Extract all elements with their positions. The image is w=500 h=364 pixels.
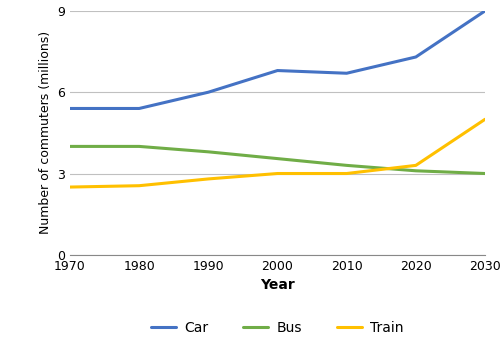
Car	[482, 9, 488, 13]
Car	[274, 68, 280, 73]
Bus	[274, 157, 280, 161]
Car	[413, 55, 419, 59]
Legend: Car, Bus, Train: Car, Bus, Train	[146, 315, 410, 340]
Car	[136, 106, 142, 111]
Train	[136, 183, 142, 188]
Line: Car: Car	[70, 11, 485, 108]
Bus	[413, 169, 419, 173]
Train	[206, 177, 212, 181]
Line: Train: Train	[70, 119, 485, 187]
Train	[413, 163, 419, 167]
Bus	[67, 144, 73, 149]
Car	[206, 90, 212, 94]
Train	[344, 171, 349, 176]
Y-axis label: Number of commuters (millions): Number of commuters (millions)	[38, 31, 52, 234]
Train	[67, 185, 73, 189]
Bus	[206, 150, 212, 154]
Line: Bus: Bus	[70, 146, 485, 174]
Bus	[482, 171, 488, 176]
Train	[482, 117, 488, 122]
Bus	[344, 163, 349, 167]
Car	[67, 106, 73, 111]
X-axis label: Year: Year	[260, 278, 295, 292]
Bus	[136, 144, 142, 149]
Train	[274, 171, 280, 176]
Car	[344, 71, 349, 75]
